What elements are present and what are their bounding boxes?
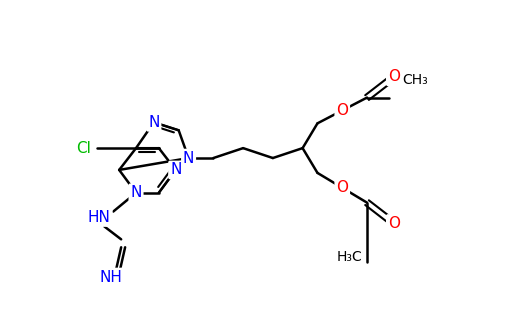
Text: CH₃: CH₃: [403, 73, 429, 87]
Text: O: O: [388, 69, 400, 84]
Text: N: N: [148, 115, 160, 130]
Text: H₃C: H₃C: [336, 250, 362, 264]
Text: O: O: [388, 216, 400, 231]
Text: N: N: [131, 185, 142, 200]
Text: N: N: [170, 162, 181, 177]
Text: Cl: Cl: [76, 141, 91, 156]
Text: N: N: [183, 150, 194, 165]
Text: O: O: [336, 103, 348, 118]
Text: HN: HN: [88, 210, 111, 225]
Text: O: O: [336, 180, 348, 195]
Text: NH: NH: [100, 269, 123, 284]
